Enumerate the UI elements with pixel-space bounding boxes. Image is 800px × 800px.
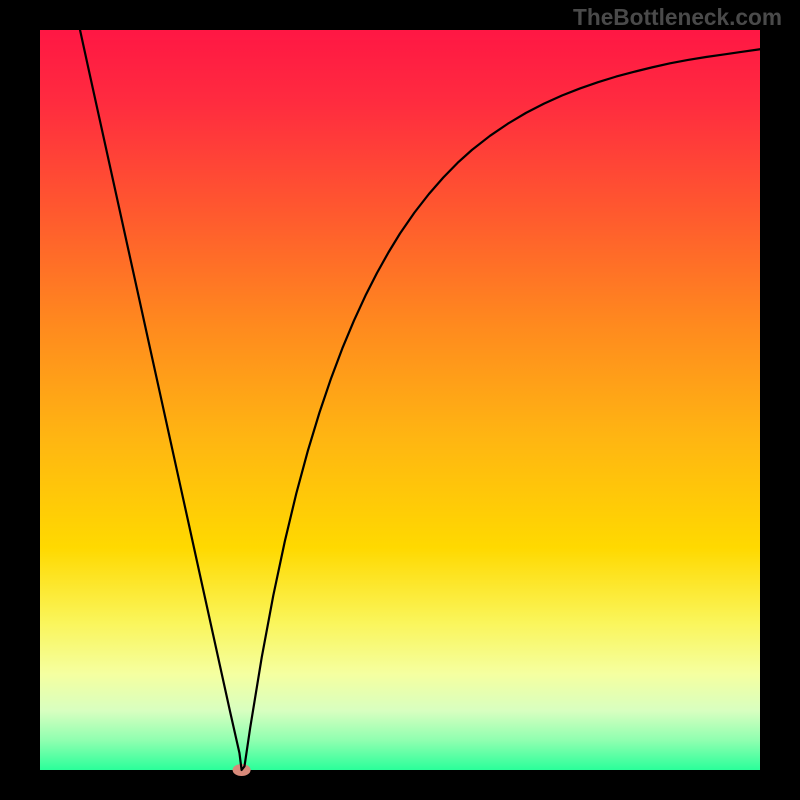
chart-container: { "attribution": { "text": "TheBottlenec… xyxy=(0,0,800,800)
plot-background xyxy=(40,30,760,770)
attribution-text: TheBottleneck.com xyxy=(573,4,782,31)
chart-svg xyxy=(0,0,800,800)
